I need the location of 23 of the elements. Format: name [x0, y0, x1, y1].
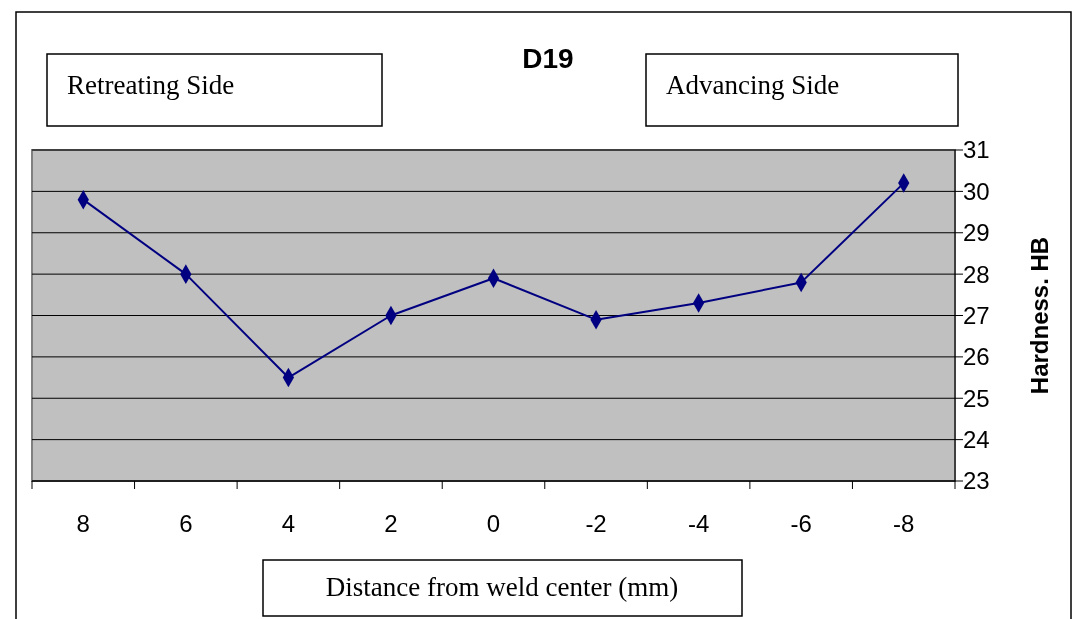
x-tick-label: 4 — [281, 510, 296, 537]
x-tick-label: -2 — [585, 510, 607, 537]
x-tick-label: 0 — [486, 510, 501, 537]
x-tick-label: 8 — [76, 510, 90, 537]
y-tick-label: 29 — [963, 219, 990, 247]
text: Advancing Side — [666, 70, 840, 100]
y-tick-label: 27 — [963, 301, 990, 329]
x-tick-label: -4 — [687, 510, 710, 537]
x-tick-label: -6 — [790, 510, 812, 537]
y-tick-label: 30 — [963, 177, 990, 205]
y-tick-label: 26 — [963, 343, 990, 371]
chart-title: D19 — [522, 43, 574, 74]
y-tick-label: 31 — [963, 136, 990, 164]
x-tick-label: 6 — [179, 510, 193, 537]
y-tick-label: 24 — [963, 426, 990, 454]
x-tick-label: 2 — [384, 510, 398, 537]
y-tick-label: 23 — [963, 467, 990, 495]
x-tick-label: -8 — [893, 510, 915, 537]
x-axis-title: Distance from weld center (mm) — [325, 572, 679, 602]
y-tick-label: 25 — [963, 384, 990, 412]
y-tick-label: 28 — [963, 260, 990, 288]
y-axis-title: Hardness. HB — [1026, 236, 1053, 395]
text: Retreating Side — [67, 70, 235, 100]
